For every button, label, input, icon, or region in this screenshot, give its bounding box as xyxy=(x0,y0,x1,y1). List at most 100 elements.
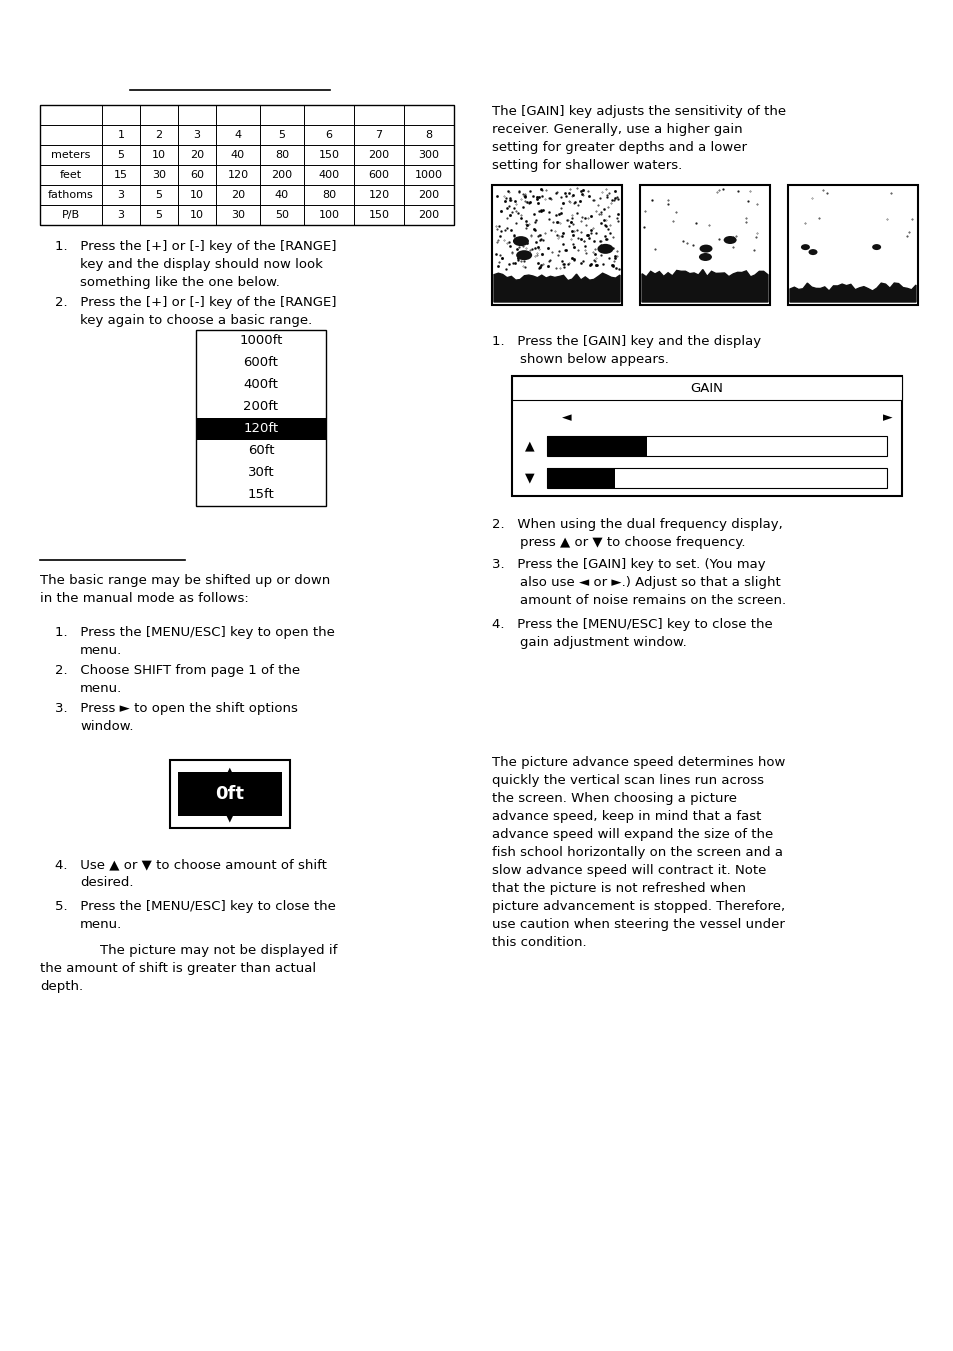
Text: 400: 400 xyxy=(318,170,339,180)
Ellipse shape xyxy=(871,245,881,250)
Text: the amount of shift is greater than actual: the amount of shift is greater than actu… xyxy=(40,962,315,975)
Text: 40: 40 xyxy=(274,190,289,200)
Text: amount of noise remains on the screen.: amount of noise remains on the screen. xyxy=(519,594,785,607)
Text: 120ft: 120ft xyxy=(243,423,278,435)
Text: 200: 200 xyxy=(418,209,439,220)
Text: 1.   Press the [GAIN] key and the display: 1. Press the [GAIN] key and the display xyxy=(492,335,760,349)
Text: 60ft: 60ft xyxy=(248,444,274,458)
Text: press ▲ or ▼ to choose frequency.: press ▲ or ▼ to choose frequency. xyxy=(519,536,744,549)
Text: 1000ft: 1000ft xyxy=(239,335,282,347)
Text: 3: 3 xyxy=(193,130,200,141)
Text: 10: 10 xyxy=(190,209,204,220)
Bar xyxy=(639,185,769,305)
Text: 60: 60 xyxy=(190,170,204,180)
Text: 30: 30 xyxy=(152,170,166,180)
Text: ▼: ▼ xyxy=(225,811,234,823)
Text: 200: 200 xyxy=(272,170,293,180)
Text: ▼: ▼ xyxy=(525,471,535,485)
Text: 3.   Press ► to open the shift options: 3. Press ► to open the shift options xyxy=(55,703,297,715)
Text: key again to choose a basic range.: key again to choose a basic range. xyxy=(80,313,312,327)
Ellipse shape xyxy=(516,250,532,261)
Text: 20: 20 xyxy=(190,150,204,159)
Text: shown below appears.: shown below appears. xyxy=(519,353,668,366)
Text: 150: 150 xyxy=(318,150,339,159)
Text: that the picture is not refreshed when: that the picture is not refreshed when xyxy=(492,882,745,894)
Bar xyxy=(195,417,326,440)
Text: setting for greater depths and a lower: setting for greater depths and a lower xyxy=(492,141,746,154)
Text: 3: 3 xyxy=(117,209,125,220)
Text: 3: 3 xyxy=(117,190,125,200)
Text: 4: 4 xyxy=(234,130,241,141)
Bar xyxy=(40,105,454,226)
Ellipse shape xyxy=(699,253,711,261)
Bar xyxy=(195,330,326,507)
Ellipse shape xyxy=(699,245,712,253)
Text: P/B: P/B xyxy=(62,209,80,220)
Bar xyxy=(170,761,290,828)
Text: something like the one below.: something like the one below. xyxy=(80,276,279,289)
Bar xyxy=(492,185,621,305)
Text: 200: 200 xyxy=(368,150,389,159)
Ellipse shape xyxy=(807,249,817,255)
Text: 300: 300 xyxy=(418,150,439,159)
Text: 10: 10 xyxy=(152,150,166,159)
Text: advance speed, keep in mind that a fast: advance speed, keep in mind that a fast xyxy=(492,811,760,823)
Text: 120: 120 xyxy=(368,190,389,200)
Ellipse shape xyxy=(723,236,736,245)
Ellipse shape xyxy=(597,245,613,254)
Text: 1.   Press the [MENU/ESC] key to open the: 1. Press the [MENU/ESC] key to open the xyxy=(55,626,335,639)
Text: 600ft: 600ft xyxy=(243,357,278,370)
Text: menu.: menu. xyxy=(80,917,122,931)
Text: 5: 5 xyxy=(117,150,125,159)
Text: 1000: 1000 xyxy=(415,170,442,180)
Text: in the manual mode as follows:: in the manual mode as follows: xyxy=(40,592,249,605)
Text: 50: 50 xyxy=(274,209,289,220)
Text: 2.   When using the dual frequency display,: 2. When using the dual frequency display… xyxy=(492,517,781,531)
Text: slow advance speed will contract it. Note: slow advance speed will contract it. Not… xyxy=(492,865,765,877)
Polygon shape xyxy=(641,270,767,303)
Text: setting for shallower waters.: setting for shallower waters. xyxy=(492,159,681,172)
Text: 400ft: 400ft xyxy=(243,378,278,392)
Text: 7: 7 xyxy=(375,130,382,141)
Text: 100: 100 xyxy=(318,209,339,220)
Text: 200ft: 200ft xyxy=(243,400,278,413)
Text: desired.: desired. xyxy=(80,875,133,889)
Text: picture advancement is stopped. Therefore,: picture advancement is stopped. Therefor… xyxy=(492,900,784,913)
Text: 5: 5 xyxy=(155,190,162,200)
Text: fish school horizontally on the screen and a: fish school horizontally on the screen a… xyxy=(492,846,782,859)
Text: 15ft: 15ft xyxy=(248,489,274,501)
Bar xyxy=(546,467,886,488)
Bar xyxy=(546,436,646,457)
Polygon shape xyxy=(789,284,915,303)
Ellipse shape xyxy=(513,236,528,246)
Text: menu.: menu. xyxy=(80,644,122,657)
Text: 5: 5 xyxy=(278,130,285,141)
Text: the screen. When choosing a picture: the screen. When choosing a picture xyxy=(492,792,737,805)
Text: 2.   Choose SHIFT from page 1 of the: 2. Choose SHIFT from page 1 of the xyxy=(55,663,300,677)
Text: 40: 40 xyxy=(231,150,245,159)
Text: 1: 1 xyxy=(117,130,125,141)
Text: also use ◄ or ►.) Adjust so that a slight: also use ◄ or ►.) Adjust so that a sligh… xyxy=(519,576,780,589)
Text: 30: 30 xyxy=(231,209,245,220)
Bar xyxy=(546,467,615,488)
Text: ►: ► xyxy=(882,412,892,424)
Text: key and the display should now look: key and the display should now look xyxy=(80,258,322,272)
Text: fathoms: fathoms xyxy=(48,190,93,200)
Text: 2.   Press the [+] or [-] key of the [RANGE]: 2. Press the [+] or [-] key of the [RANG… xyxy=(55,296,336,309)
Bar xyxy=(178,771,282,816)
Text: feet: feet xyxy=(60,170,82,180)
Text: depth.: depth. xyxy=(40,979,83,993)
Text: 6: 6 xyxy=(325,130,333,141)
Text: ▲: ▲ xyxy=(225,765,234,778)
Text: meters: meters xyxy=(51,150,91,159)
Text: ◄: ◄ xyxy=(561,412,571,424)
Ellipse shape xyxy=(801,245,809,250)
Text: The [GAIN] key adjusts the sensitivity of the: The [GAIN] key adjusts the sensitivity o… xyxy=(492,105,785,118)
Text: 0ft: 0ft xyxy=(215,785,244,802)
Text: 4.   Press the [MENU/ESC] key to close the: 4. Press the [MENU/ESC] key to close the xyxy=(492,617,772,631)
Text: The picture may not be displayed if: The picture may not be displayed if xyxy=(100,944,337,957)
Text: 4.   Use ▲ or ▼ to choose amount of shift: 4. Use ▲ or ▼ to choose amount of shift xyxy=(55,858,327,871)
Text: GAIN: GAIN xyxy=(690,381,722,394)
Text: 200: 200 xyxy=(418,190,439,200)
Text: menu.: menu. xyxy=(80,682,122,694)
